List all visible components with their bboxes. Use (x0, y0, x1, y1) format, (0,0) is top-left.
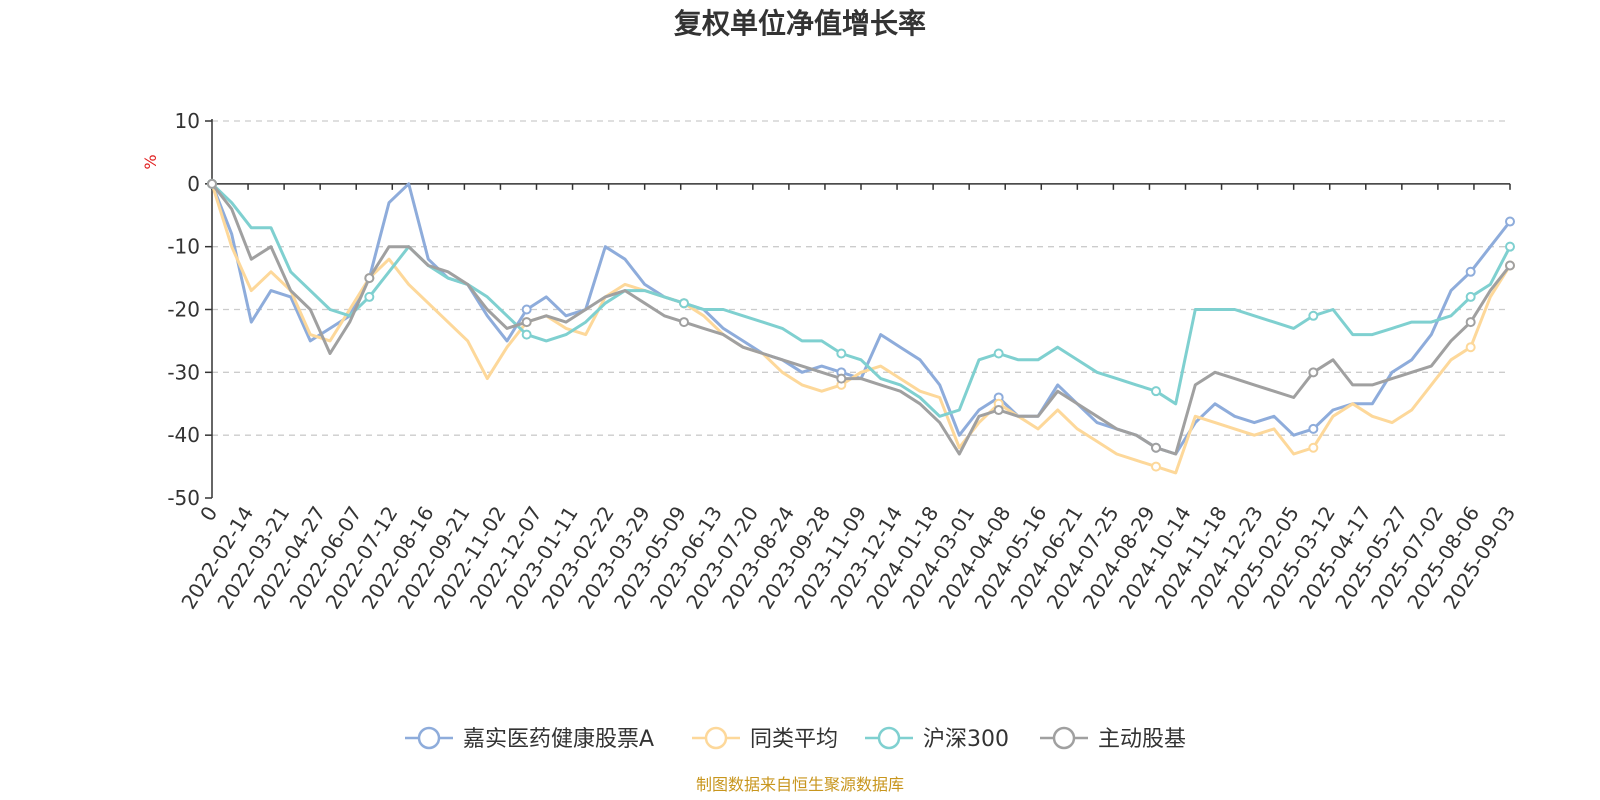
series-point-2 (679, 298, 689, 309)
series-group (207, 178, 1515, 475)
series-line-1 (210, 183, 1512, 475)
source-note: 制图数据来自恒生聚源数据库 (696, 775, 904, 794)
series-line-2 (210, 182, 1512, 418)
grid (212, 120, 1510, 436)
series-point-2 (1465, 291, 1476, 302)
series-point-2 (521, 329, 532, 340)
series-point-3 (1308, 367, 1319, 378)
legend-marker (704, 726, 728, 750)
series-point-2 (364, 291, 375, 302)
y-tick-label: -50 (167, 486, 200, 510)
series-point-2 (993, 348, 1004, 359)
legend-item-0[interactable]: 嘉实医药健康股票A (405, 726, 654, 752)
series-point-0 (1465, 266, 1476, 277)
series-line-3 (210, 182, 1512, 456)
legend-label: 嘉实医药健康股票A (463, 727, 654, 752)
series-point-1 (1151, 461, 1161, 472)
legend-label: 沪深300 (923, 727, 1009, 752)
axes (211, 119, 1510, 498)
y-tick-label: -30 (167, 360, 200, 384)
legend[interactable]: 嘉实医药健康股票A 同类平均 沪深300 主动股基 (405, 726, 1186, 752)
series-point-1 (1465, 342, 1476, 353)
series-point-2 (1151, 386, 1161, 397)
series-point-3 (836, 373, 847, 384)
series-point-2 (1308, 310, 1319, 321)
y-axis-unit: % (141, 154, 160, 169)
y-tick-label: -20 (167, 298, 200, 322)
x-tick-label: 0 (195, 502, 222, 526)
series-point-3 (679, 317, 689, 328)
series-point-1 (1308, 442, 1319, 453)
series-point-2 (836, 348, 847, 359)
legend-label: 同类平均 (750, 727, 838, 752)
series-point-0 (1308, 423, 1319, 434)
legend-marker (1052, 726, 1076, 750)
series-point-2 (1505, 241, 1515, 252)
series-point-0 (521, 304, 532, 315)
series-point-0 (1505, 216, 1515, 227)
legend-item-2[interactable]: 沪深300 (865, 726, 1009, 752)
series-point-3 (521, 317, 532, 328)
legend-item-1[interactable]: 同类平均 (692, 726, 838, 752)
chart-title: 复权单位净值增长率 (674, 7, 926, 40)
y-tick-label: 10 (175, 109, 200, 133)
series-point-3 (993, 405, 1004, 416)
legend-label: 主动股基 (1098, 727, 1186, 752)
y-tick-label: -10 (167, 235, 200, 259)
legend-marker (417, 726, 441, 750)
series-point-3 (1505, 260, 1515, 271)
series-point-3 (1151, 442, 1161, 453)
y-tick-label: -40 (167, 423, 200, 447)
legend-item-3[interactable]: 主动股基 (1040, 726, 1186, 752)
series-point-3 (207, 178, 217, 189)
series-point-3 (364, 273, 375, 284)
y-ticks: 10 0 -10 -20 -30 -40 -50 (167, 109, 212, 510)
series-point-3 (1465, 317, 1476, 328)
legend-marker (877, 726, 901, 750)
y-tick-label: 0 (187, 172, 200, 196)
